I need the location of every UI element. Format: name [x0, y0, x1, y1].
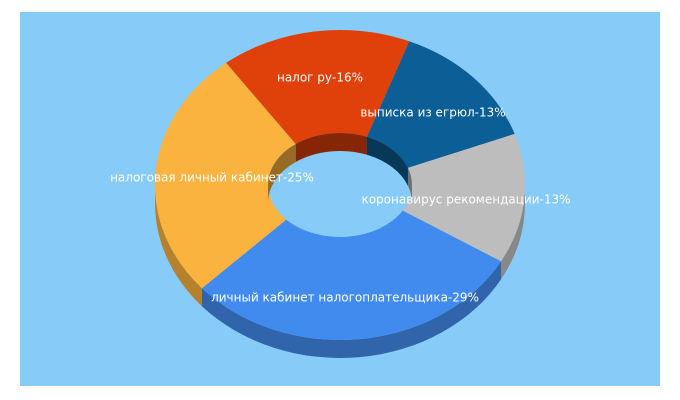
- slice-label: личный кабинет налогоплательщика-29%: [211, 291, 479, 305]
- slice: [201, 210, 502, 340]
- slice: [155, 62, 296, 289]
- slice-side: [501, 185, 525, 280]
- inner-side: [366, 136, 408, 186]
- slice-side: [201, 261, 502, 358]
- slice-side: [155, 185, 202, 307]
- inner-side: [407, 167, 412, 203]
- slice-label: налог ру-16%: [277, 71, 363, 85]
- slice: [402, 133, 526, 262]
- inner-side: [295, 133, 367, 163]
- slice-label: выписка из егрюл-13%: [360, 106, 505, 120]
- slice-label: налоговая личный кабинет-25%: [110, 171, 314, 185]
- slice-label: коронавирус рекомендации-13%: [361, 193, 570, 207]
- inner-side: [268, 144, 296, 203]
- slice: [366, 41, 515, 168]
- slice: [226, 30, 410, 145]
